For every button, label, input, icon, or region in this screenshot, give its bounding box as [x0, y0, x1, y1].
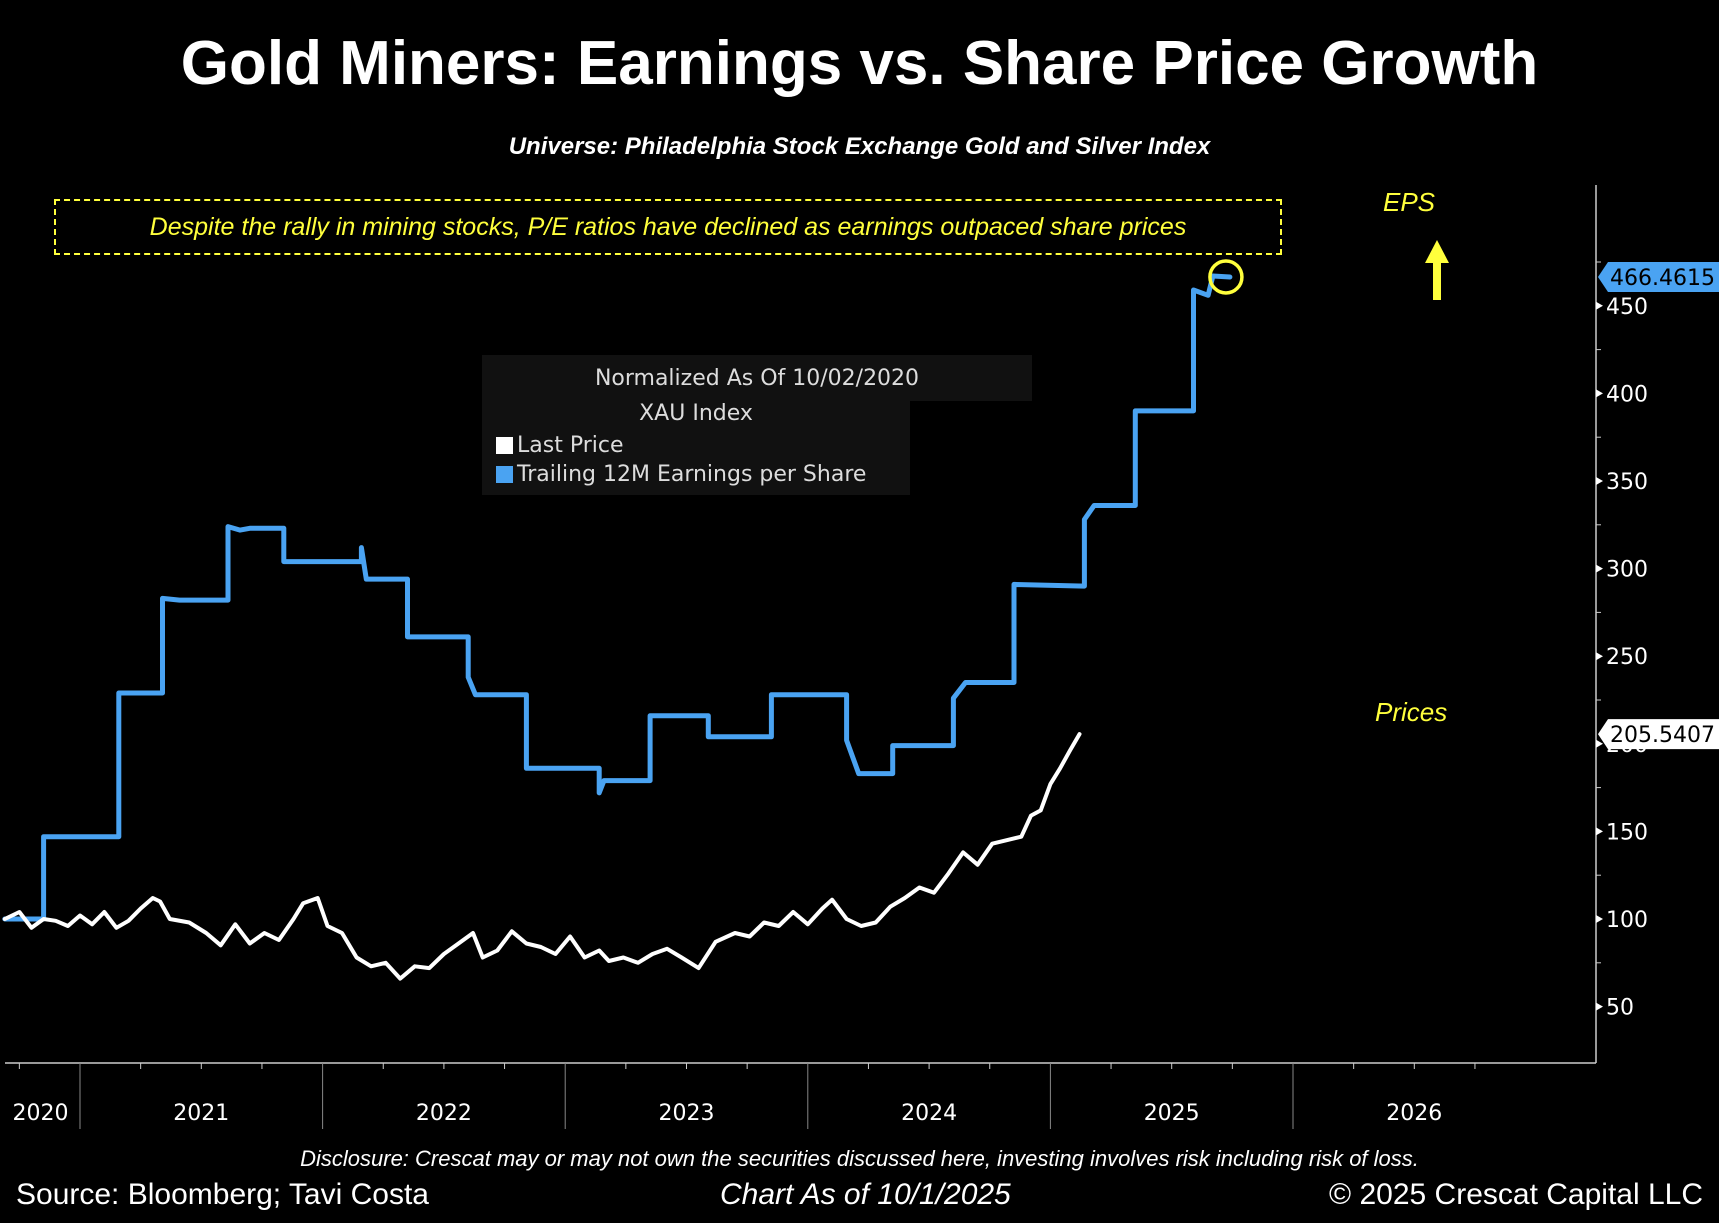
- as-of-date: Chart As of 10/1/2025: [720, 1178, 1011, 1211]
- legend-item-last-price: Last Price: [482, 431, 910, 460]
- eps-annotation: EPS: [1383, 187, 1436, 217]
- x-tick-label: 2020: [13, 1101, 69, 1126]
- y-tick-label: 300: [1606, 558, 1648, 583]
- legend-item-eps: Trailing 12M Earnings per Share: [482, 460, 910, 489]
- eps-last-value-flag: 466.4615: [1598, 261, 1719, 292]
- price-last-value-flag: 205.5407: [1598, 719, 1719, 750]
- eps-last-value-flag-bg: [1598, 261, 1719, 292]
- disclosure: Disclosure: Crescat may or may not own t…: [300, 1146, 1419, 1171]
- prices-annotation: Prices: [1375, 697, 1448, 727]
- legend-swatch-eps: [496, 466, 513, 483]
- x-tick-label: 2025: [1144, 1101, 1200, 1126]
- y-tick-mark: [1596, 477, 1603, 485]
- axes: 5010015020025030035040045020202021202220…: [5, 185, 1648, 1129]
- eps-highlight-circle: [1208, 259, 1244, 295]
- callout-box: Despite the rally in mining stocks, P/E …: [54, 199, 1282, 255]
- y-tick-label: 150: [1606, 820, 1648, 845]
- y-tick-label: 400: [1606, 382, 1648, 407]
- y-tick-mark: [1596, 389, 1603, 398]
- x-tick-label: 2021: [173, 1101, 229, 1126]
- y-tick-label: 250: [1606, 645, 1648, 670]
- y-tick-label: 100: [1606, 908, 1648, 933]
- x-tick-label: 2024: [901, 1101, 957, 1126]
- y-tick-mark: [1596, 301, 1603, 310]
- price-line: [2, 732, 1082, 981]
- y-tick-mark: [1596, 739, 1603, 748]
- eps-last-value-flag-text: 466.4615: [1610, 266, 1715, 291]
- legend-swatch-last-price: [496, 437, 513, 454]
- chart-subtitle: Universe: Philadelphia Stock Exchange Go…: [508, 133, 1211, 160]
- y-tick-mark: [1596, 915, 1603, 923]
- chart-title: Gold Miners: Earnings vs. Share Price Gr…: [180, 29, 1539, 98]
- copyright: © 2025 Crescat Capital LLC: [1329, 1178, 1703, 1211]
- legend: Normalized As Of 10/02/2020 XAU Index La…: [482, 355, 1032, 495]
- x-tick-label: 2022: [416, 1101, 472, 1126]
- x-tick-label: 2023: [659, 1101, 715, 1126]
- legend-label: Trailing 12M Earnings per Share: [517, 462, 867, 487]
- price-last-value-flag-text: 205.5407: [1610, 723, 1715, 748]
- y-tick-label: 450: [1606, 295, 1648, 320]
- y-tick-label: 350: [1606, 470, 1648, 495]
- price-last-value-flag-bg: [1598, 719, 1719, 750]
- y-tick-mark: [1596, 827, 1603, 836]
- legend-index: XAU Index: [639, 401, 753, 426]
- legend-header: Normalized As Of 10/02/2020: [482, 355, 1032, 401]
- overlay: 466.4615 205.5407: [1208, 240, 1719, 750]
- legend-label: Last Price: [517, 433, 624, 458]
- y-tick-mark: [1596, 652, 1603, 661]
- y-tick-label: 50: [1606, 996, 1634, 1021]
- x-tick-label: 2026: [1386, 1101, 1442, 1126]
- y-tick-mark: [1596, 1002, 1603, 1011]
- source-note: Source: Bloomberg; Tavi Costa: [16, 1178, 429, 1211]
- y-tick-mark: [1596, 564, 1603, 573]
- series-layer: [2, 273, 1233, 981]
- up-arrow-icon: [1425, 240, 1449, 300]
